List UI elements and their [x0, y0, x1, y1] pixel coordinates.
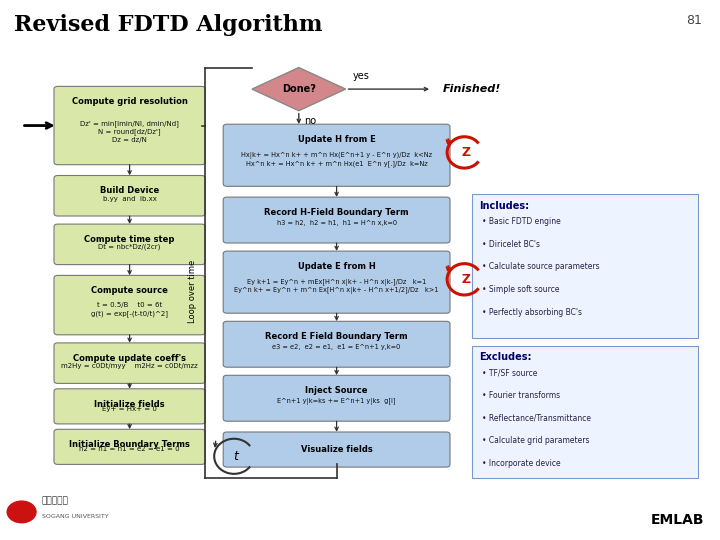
Text: • Calculate source parameters: • Calculate source parameters	[482, 262, 600, 272]
Text: • TF/SF source: • TF/SF source	[482, 368, 538, 377]
Text: b.yy  and  ib.xx: b.yy and ib.xx	[103, 195, 156, 201]
Text: Compute source: Compute source	[91, 286, 168, 295]
FancyBboxPatch shape	[54, 275, 205, 335]
Text: Record E Field Boundary Term: Record E Field Boundary Term	[265, 332, 408, 341]
FancyBboxPatch shape	[223, 251, 450, 313]
FancyBboxPatch shape	[54, 176, 205, 216]
Text: Record H-Field Boundary Term: Record H-Field Boundary Term	[264, 208, 409, 217]
Text: Initialize Boundary Terms: Initialize Boundary Terms	[69, 440, 190, 449]
Text: • Reflectance/Transmittance: • Reflectance/Transmittance	[482, 414, 591, 423]
Text: EMLAB: EMLAB	[651, 512, 704, 526]
Text: h3 = h2,  h2 = h1,  h1 = H^n x,k=0: h3 = h2, h2 = h1, h1 = H^n x,k=0	[276, 220, 397, 226]
FancyBboxPatch shape	[472, 194, 698, 338]
Text: no: no	[305, 116, 317, 126]
FancyBboxPatch shape	[472, 346, 698, 478]
Text: Update H from E: Update H from E	[298, 135, 375, 144]
FancyBboxPatch shape	[54, 343, 205, 383]
Circle shape	[7, 501, 36, 523]
FancyBboxPatch shape	[54, 224, 205, 265]
Text: Done?: Done?	[282, 84, 316, 94]
Text: Build Device: Build Device	[100, 186, 159, 195]
Text: m2Hy = c0Dt/myy    m2Hz = c0Dt/mzz: m2Hy = c0Dt/myy m2Hz = c0Dt/mzz	[61, 363, 198, 369]
Text: Z: Z	[462, 273, 471, 286]
Text: • Basic FDTD engine: • Basic FDTD engine	[482, 217, 561, 226]
Text: t: t	[233, 450, 238, 463]
Text: 서강대학교: 서강대학교	[42, 496, 68, 505]
Text: • Diricelet BC's: • Diricelet BC's	[482, 240, 541, 249]
Text: Excludes:: Excludes:	[479, 352, 531, 362]
Text: Revised FDTD Algorithm: Revised FDTD Algorithm	[14, 14, 323, 36]
FancyBboxPatch shape	[223, 124, 450, 186]
Text: Includes:: Includes:	[479, 201, 529, 211]
Text: • Perfectly absorbing BC's: • Perfectly absorbing BC's	[482, 308, 582, 317]
Text: Compute grid resolution: Compute grid resolution	[72, 97, 187, 106]
Text: Inject Source: Inject Source	[305, 386, 368, 395]
Text: Compute update coeff's: Compute update coeff's	[73, 354, 186, 363]
Polygon shape	[252, 68, 346, 111]
Text: yes: yes	[353, 71, 369, 81]
FancyBboxPatch shape	[223, 432, 450, 467]
Text: t = 0.5/B    t0 = 6t
g(t) = exp[-(t-t0/t)^2]: t = 0.5/B t0 = 6t g(t) = exp[-(t-t0/t)^2…	[91, 302, 168, 316]
Text: Visualize fields: Visualize fields	[301, 445, 372, 454]
Text: • Simple soft source: • Simple soft source	[482, 285, 560, 294]
Text: Hx|k+ = Hx^n k+ + m^n Hx(E^n+1 y - E^n y)/Dz  k<Nz
Hx^n k+ = Hx^n k+ + m^n Hx(e1: Hx|k+ = Hx^n k+ + m^n Hx(E^n+1 y - E^n y…	[241, 152, 432, 167]
Text: • Fourier transforms: • Fourier transforms	[482, 391, 561, 400]
Text: Dt = nbc*Dz/(2cr): Dt = nbc*Dz/(2cr)	[99, 244, 161, 251]
Text: • Incorporate device: • Incorporate device	[482, 459, 561, 468]
FancyBboxPatch shape	[54, 389, 205, 424]
Text: Loop over time: Loop over time	[188, 260, 197, 323]
Text: Initialize fields: Initialize fields	[94, 400, 165, 409]
FancyBboxPatch shape	[223, 375, 450, 421]
Text: Ey k+1 = Ey^n + mEx[H^n x|k+ - H^n x|k-]/Dz   k=1
Ey^n k+ = Ey^n + m^n Ex[H^n x|: Ey k+1 = Ey^n + mEx[H^n x|k+ - H^n x|k-]…	[234, 279, 439, 294]
Text: Ey+ = Hx+ = 0: Ey+ = Hx+ = 0	[102, 406, 157, 411]
Text: Update E from H: Update E from H	[298, 262, 375, 271]
FancyBboxPatch shape	[54, 86, 205, 165]
Text: 81: 81	[686, 14, 702, 26]
Text: SOGANG UNIVERSITY: SOGANG UNIVERSITY	[42, 515, 109, 519]
FancyBboxPatch shape	[54, 429, 205, 464]
Text: e3 = e2,  e2 = e1,  e1 = E^n+1 y,k=0: e3 = e2, e2 = e1, e1 = E^n+1 y,k=0	[272, 345, 401, 350]
Text: Dz' = min[lmin/Nl, dmin/Nd]
N = round[dz/Dz']
Dz = dz/N: Dz' = min[lmin/Nl, dmin/Nd] N = round[dz…	[80, 120, 179, 143]
Text: Compute time step: Compute time step	[84, 235, 175, 244]
Text: Z: Z	[462, 146, 471, 159]
Text: • Calculate grid parameters: • Calculate grid parameters	[482, 436, 590, 446]
FancyBboxPatch shape	[223, 197, 450, 243]
FancyBboxPatch shape	[223, 321, 450, 367]
Text: h2 = h1 = h1 = e2 = e1 = 0: h2 = h1 = h1 = e2 = e1 = 0	[79, 446, 180, 452]
Text: E^n+1 y|k=ks += E^n+1 y|ks  g[i]: E^n+1 y|k=ks += E^n+1 y|ks g[i]	[277, 398, 396, 405]
Text: Finished!: Finished!	[443, 84, 501, 94]
